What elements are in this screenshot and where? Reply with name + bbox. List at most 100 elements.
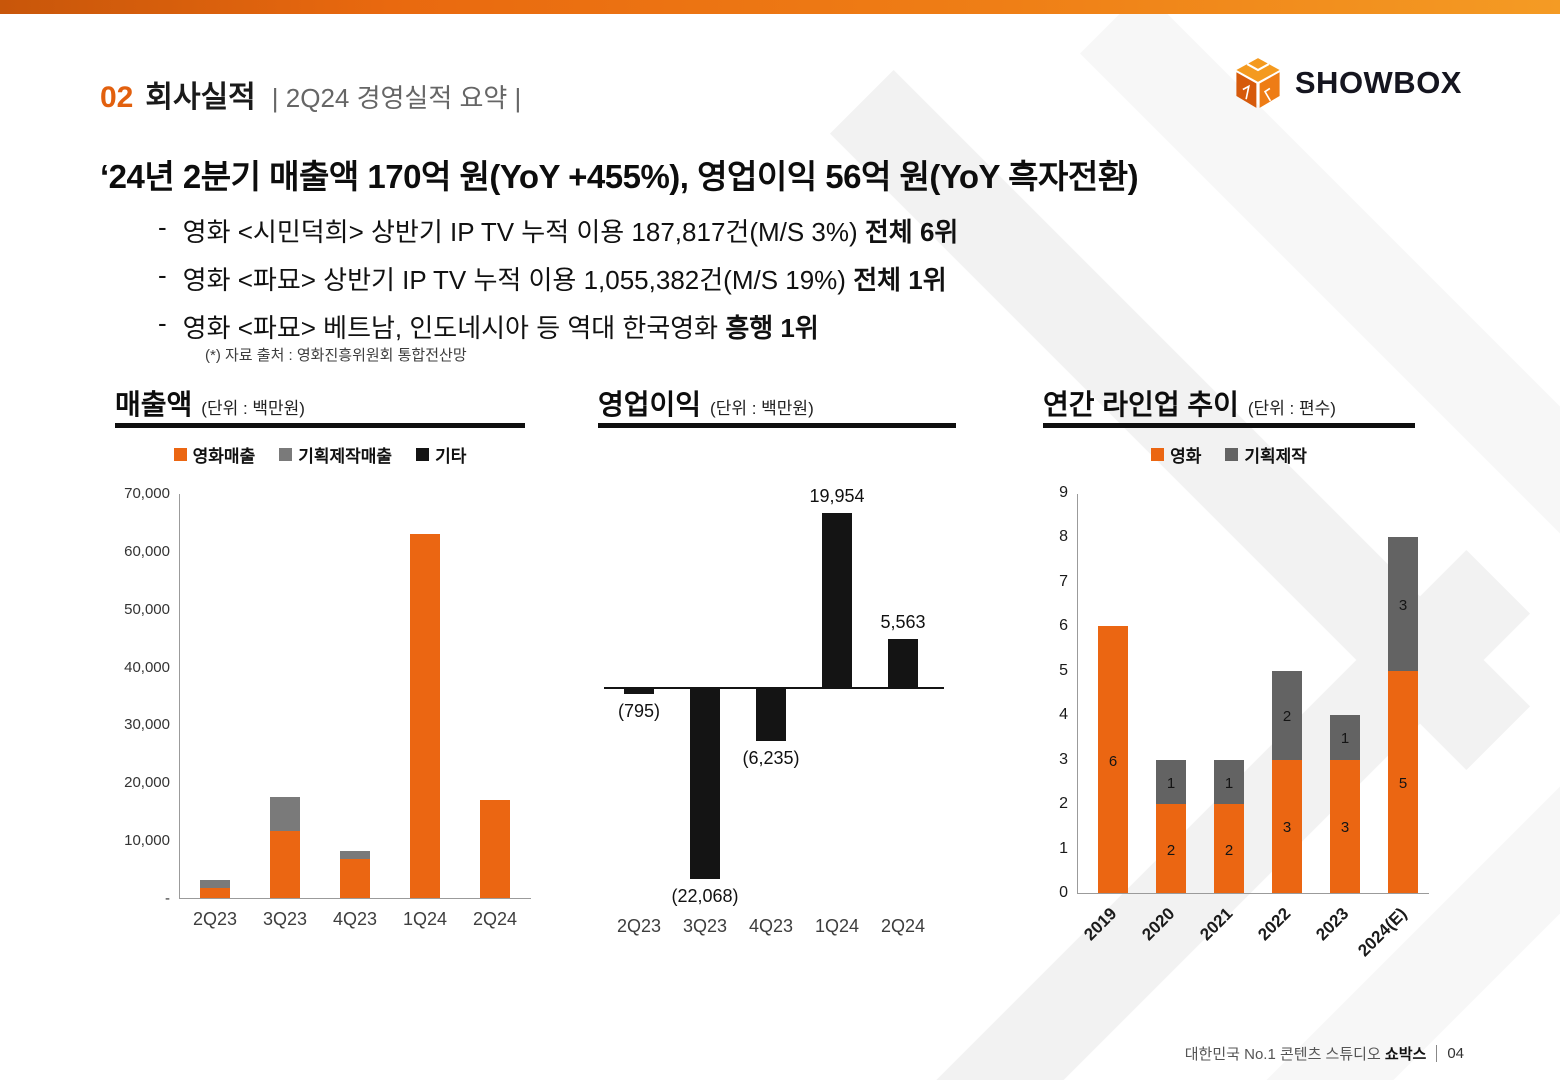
chart-header: 매출액 (단위 : 백만원) xyxy=(115,383,525,420)
bullet-text-plain: 영화 <시민덕희> 상반기 IP TV 누적 이용 187,817건(M/S 3… xyxy=(182,217,865,247)
bar-segment xyxy=(340,851,370,859)
x-axis-label: 2Q24 xyxy=(472,909,518,929)
chart-title-underline xyxy=(115,423,525,428)
data-label: 5,563 xyxy=(880,611,926,632)
bullet-text-plain: 영화 <파묘> 상반기 IP TV 누적 이용 1,055,382건(M/S 1… xyxy=(182,265,854,295)
chart-unit-label: (단위 : 백만원) xyxy=(710,399,814,418)
y-axis-tick-label: - xyxy=(165,890,170,907)
x-axis-label: 1Q24 xyxy=(402,909,448,929)
bar-segment xyxy=(1272,759,1302,893)
showbox-logo-icon xyxy=(1236,58,1280,108)
legend-item: 기획제작 xyxy=(1225,442,1307,467)
slide-footer: 대한민국 No.1 콘텐츠 스튜디오 쇼박스 04 xyxy=(1185,1043,1464,1064)
bar-segment xyxy=(1214,804,1244,893)
chart-legend: 영화 기획제작 xyxy=(1043,442,1415,467)
x-axis-label: 2Q24 xyxy=(880,916,926,936)
bar-segment xyxy=(270,831,300,898)
bar-value-label: 2 xyxy=(1224,841,1234,859)
y-axis-tick-label: 6 xyxy=(1059,617,1068,635)
bar-value-label: 2 xyxy=(1166,841,1176,859)
bar-segment xyxy=(410,533,440,898)
y-axis-tick-label: 4 xyxy=(1059,706,1068,724)
y-axis-tick-label: 70,000 xyxy=(124,485,170,502)
bar-segment xyxy=(1330,759,1360,893)
bullet-dash: - xyxy=(158,260,167,290)
y-axis-tick-label: 3 xyxy=(1059,750,1068,768)
legend-swatch xyxy=(173,447,187,461)
bullet-dash: - xyxy=(158,308,167,338)
bar-value-label: 1 xyxy=(1166,774,1176,792)
chart-title-underline xyxy=(598,423,956,428)
bar-segment xyxy=(1272,670,1302,760)
bullet-text-bold: 전체 6위 xyxy=(864,217,959,247)
bar-value-label: 5 xyxy=(1398,774,1408,792)
bar-value-label: 3 xyxy=(1282,819,1292,837)
bullet-text-bold: 흥행 1위 xyxy=(725,313,819,343)
chart-header: 연간 라인업 추이 (단위 : 편수) xyxy=(1043,383,1415,420)
footer-tagline-bold: 쇼박스 xyxy=(1384,1046,1427,1063)
bar-segment xyxy=(1388,670,1418,893)
x-axis-label: 2Q23 xyxy=(192,909,238,929)
bar-value-label: 3 xyxy=(1398,597,1408,615)
bullet-item: - 영화 <파묘> 베트남, 인도네시아 등 역대 한국영화 흥행 1위 xyxy=(158,308,958,345)
bar-segment xyxy=(690,686,720,879)
legend-swatch xyxy=(279,447,293,461)
bar-segment xyxy=(200,888,230,898)
legend-item: 기획제작매출 xyxy=(279,442,392,467)
section-subtitle: | 2Q24 경영실적 요약 | xyxy=(271,83,522,113)
data-label: (795) xyxy=(617,700,661,721)
y-axis-tick-label: 2 xyxy=(1059,795,1068,813)
legend-label: 기획제작 xyxy=(1244,446,1307,466)
legend-item: 영화 xyxy=(1151,442,1201,467)
section-title: 회사실적 xyxy=(145,81,256,114)
showbox-logo: SHOWBOX xyxy=(1231,56,1462,110)
bar-value-label: 1 xyxy=(1340,730,1350,748)
slide-header: 02 회사실적 | 2Q24 경영실적 요약 | xyxy=(100,72,521,116)
legend-item: 기타 xyxy=(416,442,466,467)
data-label: 19,954 xyxy=(809,486,865,507)
bar-segment xyxy=(200,879,230,889)
y-axis-tick-label: 30,000 xyxy=(124,716,170,734)
bullet-item: - 영화 <파묘> 상반기 IP TV 누적 이용 1,055,382건(M/S… xyxy=(158,260,958,297)
x-axis-label: 2022 xyxy=(1254,904,1295,945)
y-axis-tick-label: 9 xyxy=(1059,484,1068,501)
y-axis-tick-label: 7 xyxy=(1059,572,1068,590)
chart-title: 연간 라인업 추이 xyxy=(1043,389,1239,420)
legend-swatch xyxy=(1151,447,1165,461)
bar-segment xyxy=(1388,537,1418,671)
chart-unit-label: (단위 : 백만원) xyxy=(201,399,305,418)
bullet-text-bold: 전체 1위 xyxy=(853,265,947,295)
data-label: (22,068) xyxy=(671,885,739,906)
bullet-dash: - xyxy=(158,212,167,242)
x-axis-label: 1Q24 xyxy=(814,916,860,936)
operating-profit-chart: 영업이익 (단위 : 백만원) (795) 2Q23 (22,068) 3Q23 (6,… xyxy=(598,383,956,936)
x-axis-label: 2023 xyxy=(1312,904,1353,945)
top-accent-bar xyxy=(0,0,1560,14)
legend-swatch xyxy=(416,447,430,461)
chart-title: 영업이익 xyxy=(598,389,702,420)
section-number: 02 xyxy=(100,81,134,114)
bullet-text: 영화 <파묘> 베트남, 인도네시아 등 역대 한국영화 흥행 1위 xyxy=(183,308,819,345)
y-axis-tick-label: 1 xyxy=(1059,839,1068,857)
x-axis-label: 3Q23 xyxy=(682,916,728,936)
bullet-text: 영화 <파묘> 상반기 IP TV 누적 이용 1,055,382건(M/S 1… xyxy=(183,260,947,297)
operating-profit-plot-area: (795) 2Q23 (22,068) 3Q23 (6,235) 4Q23 19,954 1Q… xyxy=(604,486,944,936)
y-axis-tick-label: 5 xyxy=(1059,661,1068,679)
bar-segment xyxy=(756,686,786,742)
bullet-item: - 영화 <시민덕희> 상반기 IP TV 누적 이용 187,817건(M/S… xyxy=(158,212,958,249)
annual-lineup-plot-area: 0 1 2 3 4 5 6 7 8 9 6 2019 2 1 2020 2 1 2021 3 2 2022 3 1 2023 5… xyxy=(1059,484,1429,960)
bar-value-label: 6 xyxy=(1108,752,1118,770)
revenue-chart: 매출액 (단위 : 백만원) 영화매출 기획제작매출 기타 - 10,000 20,00… xyxy=(115,383,531,929)
chart-title-underline xyxy=(1043,423,1415,428)
bar-segment xyxy=(888,638,918,687)
y-axis-tick-label: 0 xyxy=(1059,884,1068,901)
bar-segment xyxy=(340,858,370,898)
y-axis-tick-label: 10,000 xyxy=(124,832,170,850)
y-axis-tick-label: 20,000 xyxy=(124,774,170,792)
source-note: (*) 자료 출처 : 영화진흥위원회 통합전산망 xyxy=(205,347,467,364)
bar-value-label: 1 xyxy=(1224,774,1234,792)
footer-tagline-plain: 대한민국 No.1 콘텐츠 스튜디오 xyxy=(1184,1046,1385,1063)
bar-segment xyxy=(270,796,300,832)
bar-segment xyxy=(480,799,510,898)
